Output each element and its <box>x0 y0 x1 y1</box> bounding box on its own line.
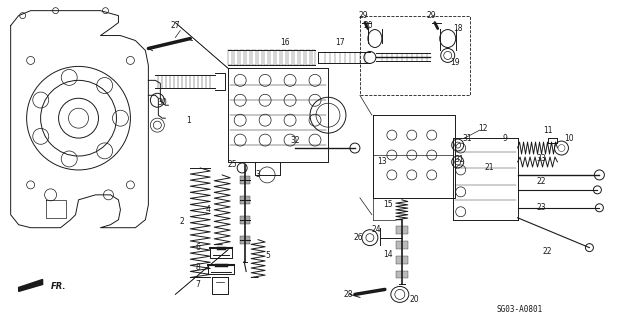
Text: 21: 21 <box>485 163 494 173</box>
Text: 29: 29 <box>427 11 436 20</box>
Bar <box>240 176 250 184</box>
Text: 1: 1 <box>186 116 191 125</box>
Text: 27: 27 <box>170 21 180 30</box>
Text: FR.: FR. <box>51 282 66 291</box>
Text: 29: 29 <box>358 11 368 20</box>
Text: 32: 32 <box>291 136 300 145</box>
Bar <box>240 196 250 204</box>
Text: 23: 23 <box>537 203 547 212</box>
Text: 7: 7 <box>196 280 201 289</box>
Text: SG03-A0801: SG03-A0801 <box>497 305 543 314</box>
Text: 15: 15 <box>383 200 393 209</box>
Text: 30: 30 <box>157 98 167 107</box>
Text: 31: 31 <box>463 134 472 143</box>
Text: 17: 17 <box>335 38 345 47</box>
Text: 33: 33 <box>537 153 547 162</box>
Bar <box>240 236 250 244</box>
Text: 11: 11 <box>543 126 552 135</box>
Bar <box>396 226 408 234</box>
Text: 24: 24 <box>371 225 381 234</box>
Text: 18: 18 <box>453 24 463 33</box>
Text: 31: 31 <box>455 155 465 165</box>
Bar <box>396 241 408 249</box>
Text: 22: 22 <box>543 247 552 256</box>
Text: 14: 14 <box>383 250 393 259</box>
Text: 3: 3 <box>256 170 260 179</box>
Text: 8: 8 <box>196 263 200 272</box>
Text: 20: 20 <box>363 21 372 30</box>
Text: 5: 5 <box>266 251 271 260</box>
Bar <box>396 256 408 263</box>
Text: 13: 13 <box>377 158 387 167</box>
Text: 16: 16 <box>280 38 290 47</box>
Text: 22: 22 <box>537 177 547 186</box>
Text: 4: 4 <box>206 205 211 214</box>
Text: 26: 26 <box>353 233 363 242</box>
Polygon shape <box>19 279 43 292</box>
Text: 19: 19 <box>450 58 460 67</box>
Bar <box>240 216 250 224</box>
Text: 28: 28 <box>343 290 353 299</box>
Text: 20: 20 <box>410 295 420 304</box>
Text: 25: 25 <box>227 160 237 169</box>
Bar <box>396 271 408 278</box>
Text: 10: 10 <box>564 134 574 143</box>
Text: 12: 12 <box>478 124 488 133</box>
Text: 9: 9 <box>502 134 507 143</box>
Text: 6: 6 <box>196 243 201 252</box>
Text: 2: 2 <box>180 217 185 226</box>
